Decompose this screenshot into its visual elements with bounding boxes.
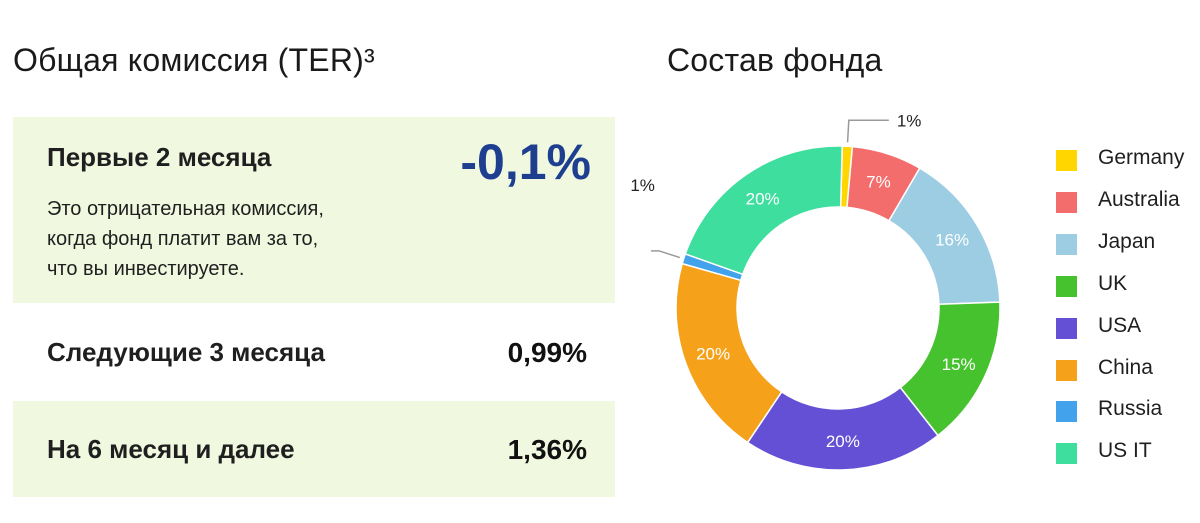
legend-swatch xyxy=(1056,233,1077,255)
legend-item-uk: UK xyxy=(1056,272,1200,302)
slice-label: 16% xyxy=(935,231,969,250)
slice-label: 20% xyxy=(826,432,860,451)
legend-item-us-it: US IT xyxy=(1056,439,1200,469)
legend-item-japan: Japan xyxy=(1056,230,1200,260)
legend-item-germany: Germany xyxy=(1056,146,1200,176)
slice-leader-line xyxy=(650,250,681,259)
ter-title: Общая комиссия (TER)³ xyxy=(13,42,375,78)
ter-row-label: Следующие 3 месяца xyxy=(47,337,325,367)
legend-label: Australia xyxy=(1098,187,1180,211)
slice-label: 15% xyxy=(942,355,976,374)
legend-swatch xyxy=(1056,275,1077,297)
description-line: когда фонд платит вам за то, xyxy=(47,228,319,250)
ter-row-6-months-onward: На 6 месяц и далее 1,36% xyxy=(13,401,615,497)
legend-item-usa: USA xyxy=(1056,314,1200,344)
ter-row-value: 0,99% xyxy=(507,337,587,368)
legend-item-russia: Russia xyxy=(1056,397,1200,427)
ter-row-next-3-months: Следующие 3 месяца 0,99% xyxy=(13,304,615,400)
slice-label: 7% xyxy=(866,172,891,191)
legend-label: USA xyxy=(1098,313,1142,337)
legend-swatch xyxy=(1056,443,1077,465)
slice-label: 1% xyxy=(630,176,655,195)
slice-label: 1% xyxy=(897,111,922,130)
legend-item-australia: Australia xyxy=(1056,188,1200,218)
slice-leader-line xyxy=(846,119,889,143)
ter-row-label: Первые 2 месяца xyxy=(47,142,272,172)
ter-row-value: -0,1% xyxy=(460,134,591,190)
legend-item-china: China xyxy=(1056,356,1200,386)
legend-label: China xyxy=(1098,355,1153,379)
legend-swatch xyxy=(1056,401,1077,423)
description-line: Это отрицательная комиссия, xyxy=(47,198,324,220)
legend-label: UK xyxy=(1098,271,1128,295)
slice-label: 20% xyxy=(696,345,730,364)
ter-row-value: 1,36% xyxy=(507,434,587,465)
legend-swatch xyxy=(1056,191,1077,213)
description-line: что вы инвестируете. xyxy=(47,258,245,280)
legend-label: Russia xyxy=(1098,397,1163,421)
ter-row-label: На 6 месяц и далее xyxy=(47,434,295,464)
legend-label: US IT xyxy=(1098,439,1152,463)
legend-label: Germany xyxy=(1098,146,1185,169)
ter-row-description: Это отрицательная комиссия, когда фонд п… xyxy=(47,194,407,284)
legend-swatch xyxy=(1056,150,1077,171)
fund-composition-title: Состав фонда xyxy=(667,42,883,78)
donut-slice-us-it xyxy=(684,145,844,276)
legend-label: Japan xyxy=(1098,229,1156,253)
legend-swatch xyxy=(1056,359,1077,381)
ter-row-first-2-months: Первые 2 месяца -0,1% Это отрицательная … xyxy=(13,117,615,303)
legend-swatch xyxy=(1056,317,1077,339)
slice-label: 20% xyxy=(746,189,780,208)
